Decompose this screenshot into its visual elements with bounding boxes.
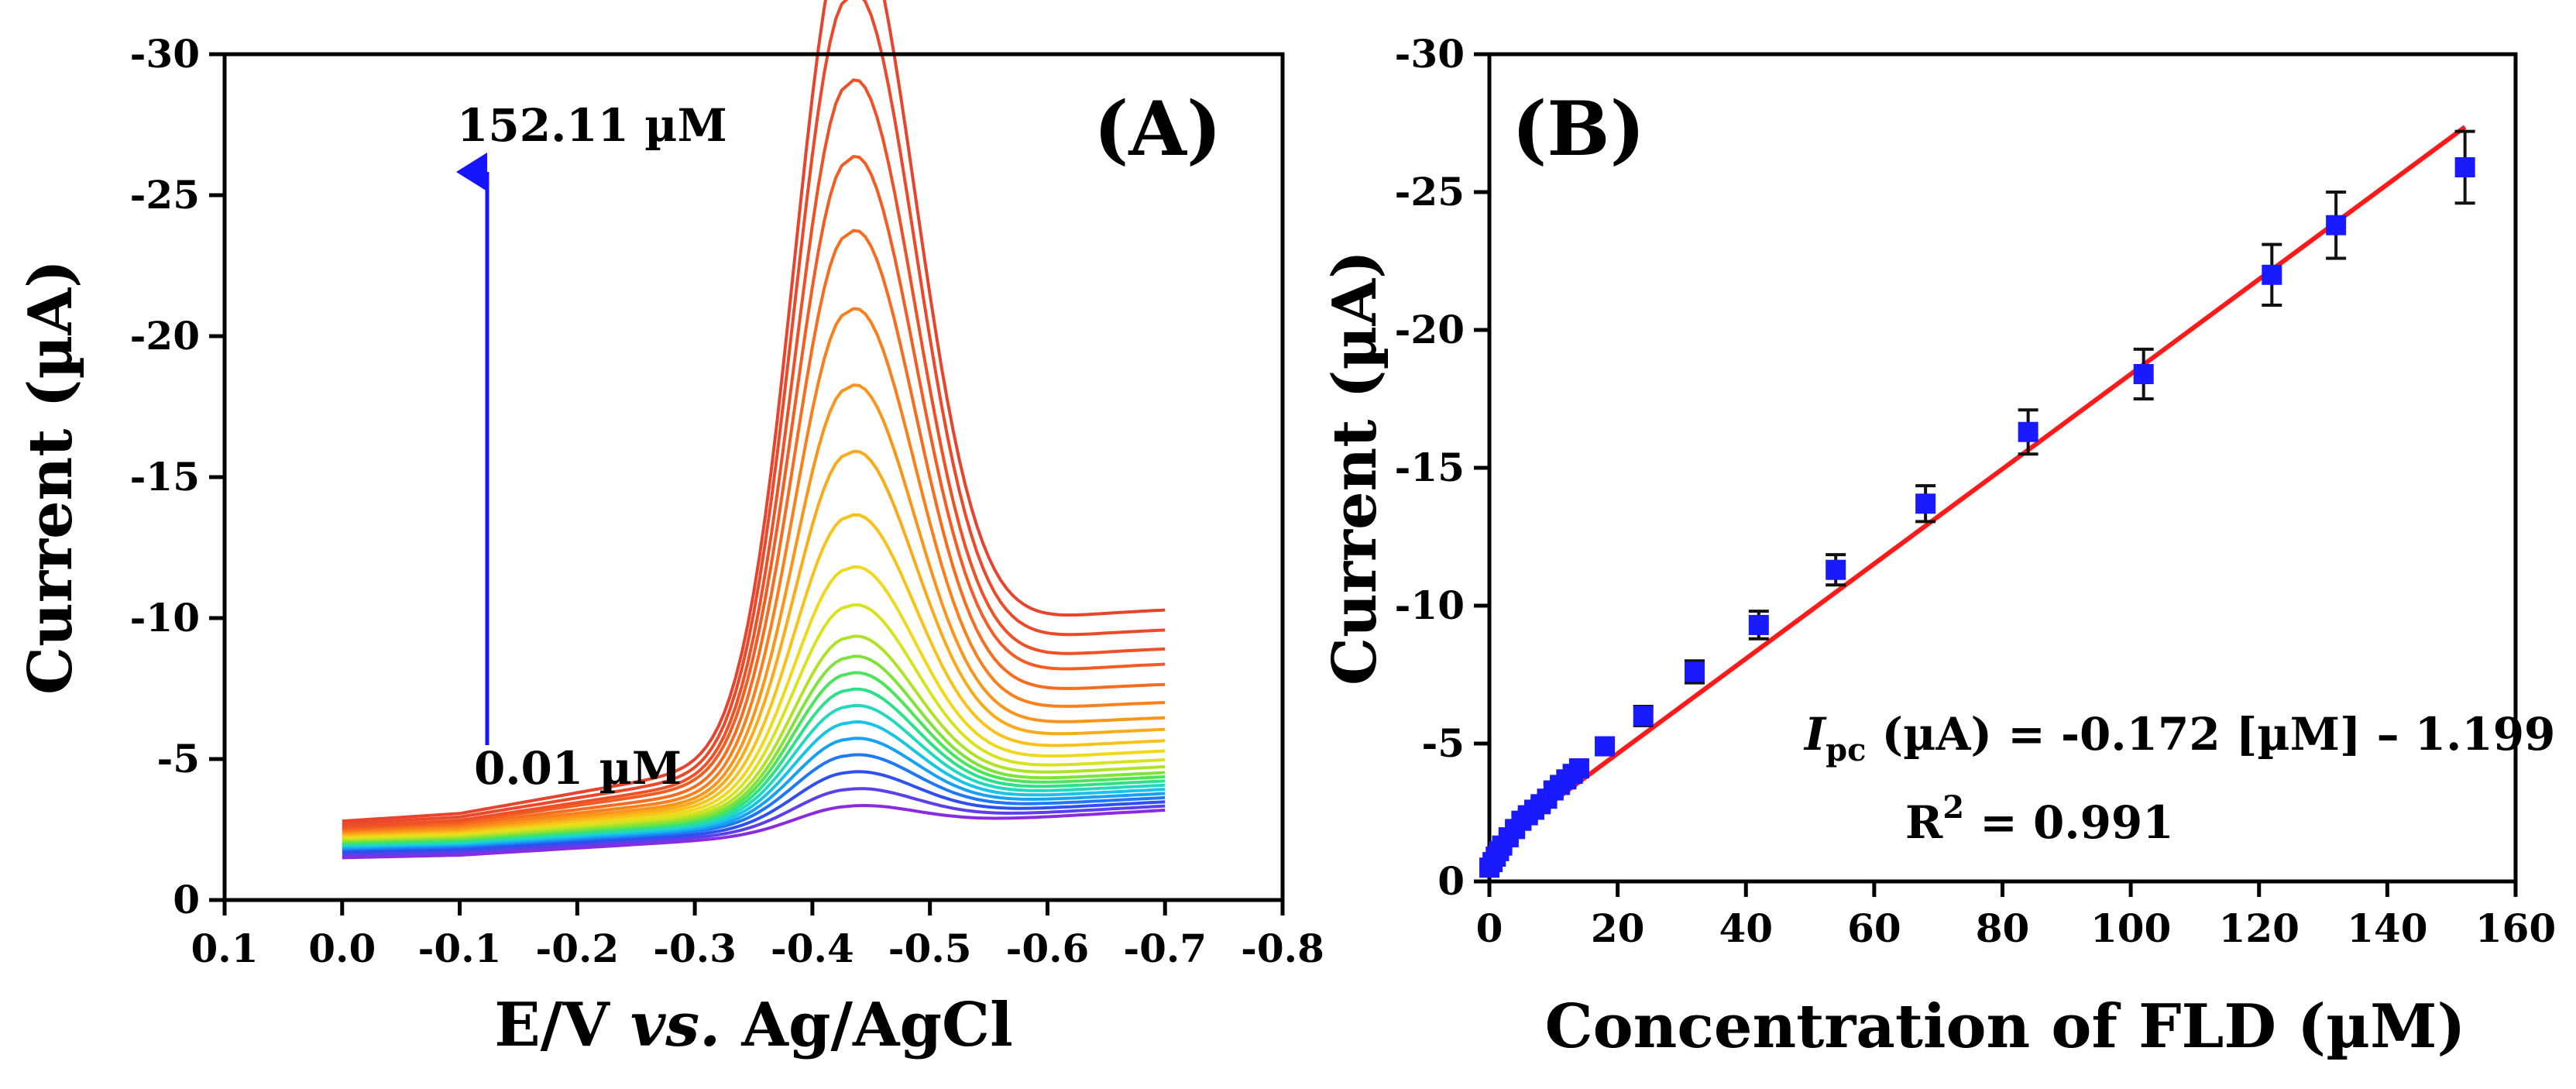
panel-b-data-point (1568, 758, 1589, 779)
panel-b-y-tick-label: -20 (1395, 307, 1465, 352)
panel-b-y-axis-label: Current (µA) (1320, 250, 1390, 685)
panel-a-y-tick-label: -10 (130, 595, 200, 641)
panel-b-x-tick-label: 0 (1476, 905, 1503, 951)
panel-b-x-tick-label: 80 (1976, 905, 2030, 951)
panel-b-x-tick-label: 20 (1591, 905, 1645, 951)
panel-a-x-tick-label: -0.5 (888, 926, 972, 971)
panel-b-y-tick-label: -10 (1395, 582, 1465, 628)
panel-b-data-point (2262, 264, 2282, 285)
panel-a-curve-2 (342, 787, 1166, 857)
panel-a-x-axis-label: E/V vs. Ag/AgCl (494, 990, 1013, 1060)
panel-a-top-concentration-label: 152.11 µM (457, 99, 727, 152)
panel-a-x-tick-label: -0.2 (535, 926, 619, 971)
panel-a-x-tick-label: -0.7 (1123, 926, 1207, 971)
panel-b-points (1479, 129, 2475, 878)
panel-a-curve-16 (342, 383, 1166, 834)
panel-a-x-ticks: 0.1 0.0 -0.1 -0.2 -0.3 -0.4 -0.5 -0.6 -0.7 -0.8 (191, 900, 1324, 971)
panel-b-x-tick-label: 100 (2090, 905, 2171, 951)
panel-b-x-tick-label: 140 (2347, 905, 2427, 951)
panel-b-data-point (2454, 156, 2475, 177)
panel-a-curve-14 (342, 513, 1166, 837)
panel-a-y-tick-label: -5 (156, 736, 200, 782)
panel-b-data-point (2133, 363, 2154, 384)
panel-a-curve-20 (342, 78, 1166, 829)
panel-b-y-tick-label: 0 (1437, 858, 1465, 904)
panel-b-x-tick-label: 120 (2219, 905, 2300, 951)
panel-b-label: (B) (1512, 85, 1645, 173)
panel-b-x-tick-label: 40 (1719, 905, 1773, 951)
panel-a-curve-11 (342, 634, 1166, 841)
panel-b-data-point (1915, 493, 1936, 514)
panel-a-y-tick-label: -25 (130, 172, 200, 218)
panel-a-curve-19 (342, 154, 1166, 830)
panel-a-x-tick-label: 0.0 (308, 926, 376, 971)
panel-a-x-tick-label: -0.3 (653, 926, 737, 971)
panel-b-y-tick-label: -5 (1421, 720, 1465, 766)
panel-a-x-tick-label: -0.6 (1006, 926, 1090, 971)
panel-b-data-point (2326, 215, 2347, 235)
panel-a-x-tick-label: 0.1 (191, 926, 259, 971)
panel-a-x-tick-label: -0.8 (1241, 926, 1324, 971)
panel-b-data-point (1595, 736, 1616, 757)
panel-a-curve-15 (342, 449, 1166, 836)
panel-a-y-tick-label: -15 (130, 454, 200, 500)
panel-b-equation: Ipc (µA) = -0.172 [µM] – 1.199 (1803, 708, 2555, 768)
panel-b-fit-group (1488, 125, 2467, 850)
panel-a-curve-22 (342, 0, 1166, 823)
panel-a-y-tick-label: -30 (130, 31, 200, 77)
panel-b-fit-line (1488, 125, 2467, 850)
panel-a-x-tick-label: -0.1 (418, 926, 502, 971)
panel-b-data-point (1685, 661, 1705, 682)
panel-a-curve-21 (342, 0, 1166, 826)
panel-b-data-point (1748, 614, 1769, 635)
panel-b-x-tick-label: 60 (1847, 905, 1901, 951)
panel-b-y-tick-label: -25 (1395, 169, 1465, 215)
panel-a-y-ticks: 0 -5 -10 -15 -20 -25 -30 (130, 31, 225, 922)
panel-a-curve-17 (342, 307, 1166, 833)
panel-b-data-point (2018, 421, 2038, 442)
panel-a-curve-1 (342, 803, 1166, 860)
panel-a-curve-12 (342, 603, 1166, 840)
panel-b-y-ticks: 0 -5 -10 -15 -20 -25 -30 (1395, 31, 1489, 904)
panel-a-y-tick-label: -20 (130, 313, 200, 359)
panel-a-curve-10 (342, 654, 1166, 843)
panel-a-curve-3 (342, 770, 1166, 854)
panel-b-x-tick-label: 160 (2475, 905, 2556, 951)
panel-a-curve-13 (342, 565, 1166, 839)
panel-a-curve-18 (342, 228, 1166, 831)
panel-b-data-point (1826, 559, 1846, 580)
panel-a-x-tick-label: -0.4 (771, 926, 854, 971)
panel-a-y-tick-label: 0 (173, 877, 200, 922)
panel-b-y-tick-label: -15 (1395, 445, 1465, 490)
panel-b-x-axis-label: Concentration of FLD (µM) (1545, 991, 2466, 1062)
panel-b-data-point (1633, 706, 1654, 727)
panel-a-bottom-concentration-label: 0.01 µM (474, 742, 682, 795)
panel-b-r-squared: R2 = 0.991 (1905, 789, 2174, 849)
panel-b-y-tick-label: -30 (1395, 31, 1465, 77)
panel-a-y-axis-label: Current (µA) (15, 259, 86, 695)
panel-b-x-ticks: 0 20 40 60 80 100 120 140 160 (1476, 881, 2556, 951)
panel-a-curves (342, 0, 1166, 860)
panel-a: 0 -5 -10 -15 -20 -25 -30 0.1 0.0 -0.1 -0.2 -0.3 -0.… (15, 0, 1324, 1060)
panel-a-label: (A) (1094, 85, 1221, 173)
panel-b: 0 -5 -10 -15 -20 -25 -30 0 20 40 60 80 100 120 140 160… (1320, 31, 2556, 1062)
